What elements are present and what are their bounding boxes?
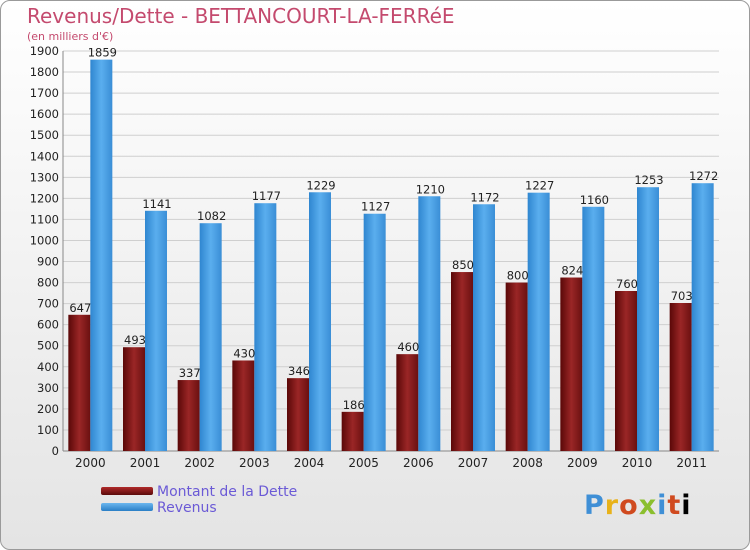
bar-debt (396, 354, 419, 451)
chart-subtitle: (en milliers d'€) (27, 30, 114, 43)
y-tick-label: 1900 (30, 44, 59, 58)
data-label: 1210 (416, 182, 445, 196)
legend-swatch-debt (101, 487, 153, 495)
y-tick-label: 1500 (30, 128, 59, 142)
data-label: 800 (507, 269, 529, 283)
data-label: 1227 (525, 179, 554, 193)
data-label: 824 (561, 264, 583, 278)
data-label: 460 (397, 340, 419, 354)
bar-debt (451, 272, 473, 451)
legend-label-revenue: Revenus (157, 500, 217, 516)
data-label: 493 (124, 333, 146, 347)
bar-debt (505, 282, 528, 451)
bar-debt (68, 314, 91, 451)
y-tick-labels: 0 100 200 300 400 500 600 700 800 900 1000 1100 1200… (30, 44, 59, 458)
data-label: 1229 (306, 178, 335, 192)
y-tick-label: 400 (37, 360, 59, 374)
y-tick-label: 0 (52, 444, 59, 458)
data-label: 1177 (252, 189, 281, 203)
data-label: 703 (671, 289, 693, 303)
bar-revenue (637, 187, 659, 452)
data-label: 1127 (361, 200, 390, 214)
data-label: 337 (179, 366, 201, 380)
bar-revenue (363, 213, 386, 451)
y-tick-label: 600 (37, 318, 59, 332)
x-tick-label: 2001 (130, 456, 161, 470)
y-tick-label: 1200 (30, 191, 59, 205)
y-tick-label: 1100 (30, 212, 59, 226)
y-tick-label: 300 (37, 381, 59, 395)
data-label: 647 (69, 301, 91, 315)
x-tick-label: 2008 (512, 456, 543, 470)
x-tick-label: 2005 (348, 456, 379, 470)
y-tick-label: 700 (37, 297, 59, 311)
bar-debt (669, 303, 692, 451)
y-tick-label: 100 (37, 423, 59, 437)
y-tick-label: 1800 (30, 65, 59, 79)
bar-revenue (199, 223, 222, 451)
data-label: 186 (343, 398, 365, 412)
legend-label-debt: Montant de la Dette (157, 484, 298, 500)
bar-revenue (254, 203, 277, 451)
data-label: 1082 (197, 209, 226, 223)
bar-revenue (145, 210, 167, 451)
y-tick-label: 800 (37, 276, 59, 290)
data-label: 430 (233, 346, 255, 360)
x-tick-labels: 2000 2001 2002 2003 2004 2005 2006 2007 2008 2009… (75, 456, 707, 470)
y-tick-label: 500 (37, 339, 59, 353)
bar-debt (287, 378, 309, 451)
x-tick-label: 2006 (403, 456, 434, 470)
data-label: 1859 (88, 46, 117, 60)
bar-revenue (90, 59, 113, 451)
bar-revenue (473, 204, 495, 451)
y-tick-label: 1400 (30, 149, 59, 163)
chart-title: Revenus/Dette - BETTANCOURT-LA-FERRéE (27, 4, 455, 28)
bar-revenue (527, 192, 550, 451)
x-tick-label: 2004 (294, 456, 325, 470)
y-tick-label: 1000 (30, 233, 59, 247)
bars (68, 59, 714, 452)
data-labels: 647 1859 493 1141 337 1082 430 1177 346 1229 186 11… (69, 46, 718, 412)
bar-debt (560, 277, 583, 451)
data-label: 1141 (142, 197, 171, 211)
grid-lines (62, 50, 719, 452)
data-label: 1272 (689, 169, 718, 183)
y-tick-label: 1300 (30, 170, 59, 184)
bar-revenue (309, 192, 331, 451)
bar-debt (615, 291, 637, 451)
x-tick-label: 2000 (75, 456, 106, 470)
bar-revenue (582, 206, 605, 451)
bar-debt (341, 411, 364, 451)
bar-revenue (418, 196, 441, 451)
data-label: 1253 (634, 173, 663, 187)
data-label: 346 (288, 364, 310, 378)
x-tick-label: 2009 (567, 456, 598, 470)
x-tick-label: 2011 (676, 456, 707, 470)
data-label: 850 (452, 258, 474, 272)
legend-swatch-revenue (101, 503, 153, 511)
data-label: 760 (616, 277, 638, 291)
data-label: 1160 (580, 193, 609, 207)
y-tick-label: 1700 (30, 86, 59, 100)
y-tick-label: 200 (37, 402, 59, 416)
bar-debt (232, 360, 255, 451)
proxiti-logo: Proxiti (584, 490, 692, 521)
x-tick-label: 2007 (458, 456, 489, 470)
bar-debt (123, 347, 145, 451)
x-tick-label: 2010 (622, 456, 653, 470)
bar-debt (177, 380, 200, 451)
bar-revenue (691, 183, 714, 452)
y-tick-label: 1600 (30, 107, 59, 121)
y-tick-label: 900 (37, 255, 59, 269)
x-tick-label: 2002 (184, 456, 215, 470)
x-tick-label: 2003 (239, 456, 270, 470)
data-label: 1172 (470, 190, 499, 204)
